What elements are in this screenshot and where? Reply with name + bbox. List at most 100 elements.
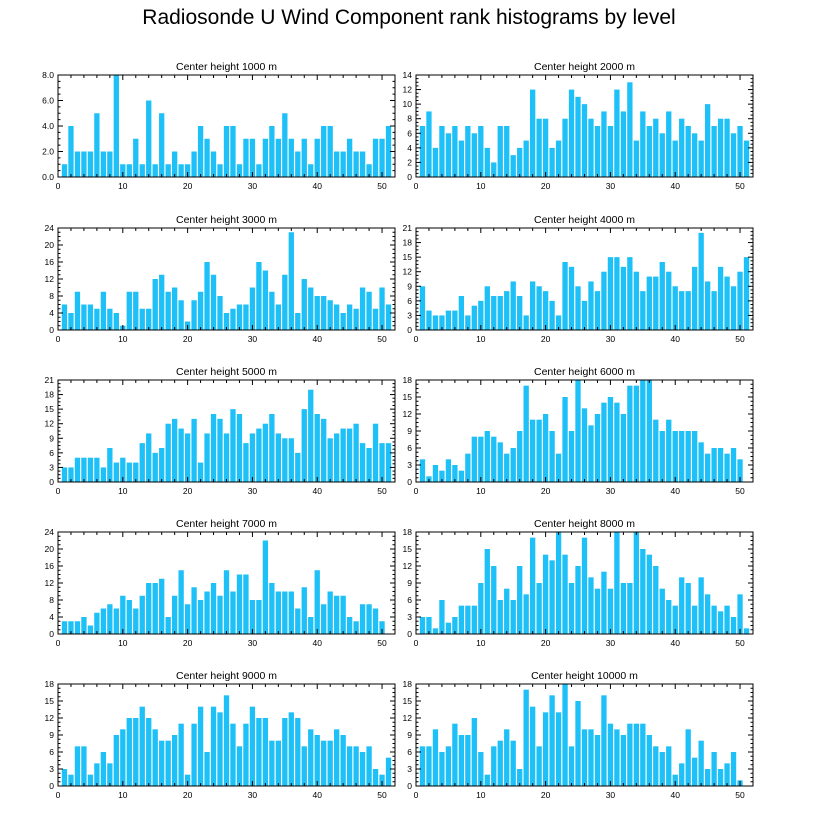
y-tick-label: 0 <box>407 325 412 335</box>
histogram-bar <box>432 147 439 177</box>
histogram-bar <box>627 82 633 177</box>
histogram-bar <box>653 419 659 482</box>
y-tick-label: 8 <box>49 595 54 605</box>
x-tick-label: 20 <box>541 790 551 800</box>
histogram-bar <box>465 126 471 177</box>
x-tick-label: 50 <box>735 181 745 191</box>
x-tick-label: 50 <box>377 334 387 344</box>
panel-title: Center height 9000 m <box>176 670 277 682</box>
y-tick-label: 2.0 <box>42 147 54 157</box>
histogram-bar <box>607 723 614 786</box>
histogram-bar <box>133 138 139 177</box>
histogram-bar <box>107 151 113 177</box>
panel-title: Center height 4000 m <box>534 214 635 226</box>
histogram-bar <box>666 600 672 634</box>
y-tick-label: 9 <box>49 730 54 740</box>
histogram-bar <box>275 304 281 330</box>
histogram-bar <box>679 118 685 177</box>
histogram-bar <box>614 729 620 786</box>
histogram-bar <box>549 431 555 482</box>
histogram-panel: Center height 7000 m 0 10 20 30 40 50 0 4 8 12 16 20… <box>45 518 396 648</box>
histogram-bar <box>439 315 445 330</box>
histogram-bar <box>100 151 107 177</box>
histogram-bar <box>107 604 113 634</box>
histogram-bar <box>372 423 379 482</box>
y-tick-label: 3 <box>49 764 54 774</box>
histogram-bar <box>536 746 542 786</box>
histogram-bar <box>445 310 452 330</box>
histogram-bar <box>178 570 184 634</box>
histogram-bar <box>249 706 256 786</box>
histogram-bar <box>314 296 320 330</box>
histogram-bar <box>646 554 652 634</box>
histogram-bar <box>549 560 555 634</box>
histogram-bar <box>243 443 249 482</box>
x-tick-label: 20 <box>183 334 193 344</box>
histogram-bar <box>666 111 672 177</box>
y-tick-label: 12 <box>45 578 55 588</box>
histogram-bar <box>107 448 113 482</box>
histogram-bar <box>555 315 562 330</box>
x-tick-label: 20 <box>541 334 551 344</box>
histogram-bar <box>165 164 171 177</box>
histogram-bar <box>301 409 307 482</box>
histogram-bar <box>711 291 717 330</box>
histogram-bar <box>426 111 432 177</box>
histogram-bar <box>478 752 484 786</box>
histogram-bar <box>159 578 165 634</box>
histogram-bar <box>730 752 737 786</box>
histogram-bar <box>692 431 698 482</box>
histogram-bar <box>743 257 750 330</box>
histogram-bar <box>426 746 432 786</box>
histogram-bar <box>679 763 685 786</box>
histogram-bar <box>204 262 210 330</box>
histogram-bar <box>314 570 320 634</box>
histogram-bar <box>601 571 607 634</box>
histogram-bar <box>730 448 737 482</box>
histogram-bar <box>314 138 320 177</box>
panel-title: Center height 2000 m <box>534 61 635 73</box>
x-tick-label: 10 <box>476 790 486 800</box>
histogram-bar <box>165 740 171 786</box>
histogram-bar <box>698 442 704 482</box>
histogram-bar <box>607 588 614 634</box>
x-tick-label: 10 <box>118 181 128 191</box>
y-tick-label: 9 <box>407 730 412 740</box>
histogram-bar <box>659 133 665 177</box>
histogram-bar <box>256 718 262 786</box>
histogram-bar <box>152 583 158 634</box>
histogram-bar <box>458 296 465 330</box>
y-tick-label: 6 <box>49 747 54 757</box>
histogram-bar <box>87 774 94 786</box>
histogram-bar <box>685 583 691 634</box>
histogram-bar <box>419 617 426 634</box>
histogram-bar <box>100 608 107 634</box>
histogram-bar <box>87 457 94 482</box>
histogram-bar <box>672 605 678 634</box>
x-tick-label: 20 <box>183 638 193 648</box>
y-tick-label: 3 <box>407 764 412 774</box>
histogram-bar <box>165 291 171 330</box>
histogram-bar <box>269 740 275 786</box>
x-tick-label: 50 <box>377 638 387 648</box>
histogram-bar <box>113 462 119 482</box>
histogram-bar <box>452 617 458 634</box>
histogram-bar <box>698 577 704 634</box>
histogram-bar <box>165 617 171 634</box>
histogram-bar <box>717 611 724 634</box>
histogram-bar <box>549 147 555 177</box>
histogram-bar <box>581 104 588 177</box>
histogram-bar <box>210 274 217 330</box>
histogram-bar <box>717 769 724 786</box>
histogram-bar <box>659 752 665 786</box>
histogram-bar <box>340 595 346 634</box>
histogram-bar <box>68 774 74 786</box>
histogram-bar <box>366 746 372 786</box>
histogram-bar <box>262 540 269 634</box>
histogram-bar <box>452 310 458 330</box>
histogram-bar <box>321 296 327 330</box>
panel-title: Center height 10000 m <box>531 670 638 682</box>
histogram-bar <box>359 287 366 330</box>
histogram-bar <box>249 287 256 330</box>
histogram-bar <box>243 138 249 177</box>
